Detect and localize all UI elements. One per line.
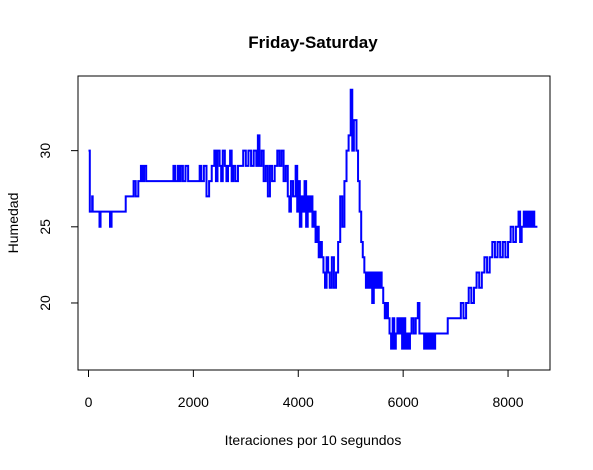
- y-tick-label-25: 25: [37, 219, 53, 235]
- x-axis: 0 2000 4000 6000 8000: [85, 369, 524, 410]
- x-tick-label-2000: 2000: [178, 394, 209, 410]
- x-axis-label: Iteraciones por 10 segundos: [225, 432, 402, 448]
- series-line-0: [88, 88, 538, 350]
- x-tick-label-0: 0: [85, 394, 93, 410]
- x-tick-label-8000: 8000: [492, 394, 523, 410]
- y-axis: 20 25 30: [37, 143, 79, 311]
- y-tick-label-30: 30: [37, 143, 53, 159]
- series-group: [88, 88, 538, 350]
- y-axis-label: Humedad: [5, 193, 21, 254]
- y-tick-label-20: 20: [37, 295, 53, 311]
- x-tick-label-4000: 4000: [283, 394, 314, 410]
- x-tick-label-6000: 6000: [388, 394, 419, 410]
- chart-title: Friday-Saturday: [248, 33, 378, 52]
